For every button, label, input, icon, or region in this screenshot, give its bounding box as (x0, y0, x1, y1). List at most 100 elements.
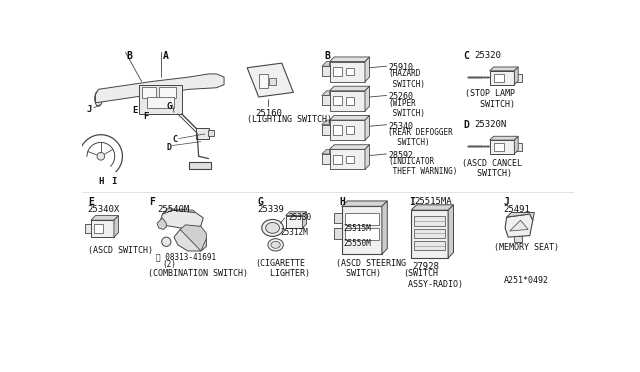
Text: 25910: 25910 (388, 63, 413, 72)
Text: (2): (2) (163, 260, 177, 269)
Bar (322, 66, 330, 76)
Bar (269, 78, 276, 86)
Polygon shape (95, 74, 224, 102)
Bar (330, 150, 365, 169)
Polygon shape (114, 216, 118, 237)
Text: (REAR DEFOGGER
  SWITCH): (REAR DEFOGGER SWITCH) (388, 128, 453, 147)
Text: (SWITCH
 ASSY-RADIO): (SWITCH ASSY-RADIO) (403, 269, 463, 289)
Text: (INDICATOR
 THEFT WARNING): (INDICATOR THEFT WARNING) (388, 157, 458, 176)
Bar (414, 241, 445, 250)
Bar (84, 224, 91, 233)
Text: 25491: 25491 (504, 205, 531, 214)
Bar (515, 74, 522, 81)
Polygon shape (322, 150, 330, 154)
Bar (333, 125, 342, 135)
Polygon shape (322, 120, 330, 125)
Bar (285, 216, 303, 228)
Polygon shape (411, 205, 454, 210)
Text: C: C (463, 51, 469, 61)
Text: (WIPER
 SWITCH): (WIPER SWITCH) (388, 99, 425, 118)
Polygon shape (365, 115, 369, 140)
Bar (411, 210, 448, 258)
Text: D: D (166, 143, 172, 152)
Bar (346, 97, 354, 105)
Polygon shape (322, 91, 330, 96)
Polygon shape (509, 220, 528, 231)
Bar (346, 68, 354, 76)
Polygon shape (330, 57, 369, 62)
Bar (490, 140, 515, 154)
Bar (334, 212, 342, 223)
Polygon shape (365, 145, 369, 169)
Ellipse shape (268, 239, 284, 251)
Circle shape (263, 73, 282, 91)
Polygon shape (515, 136, 518, 154)
Text: J: J (504, 197, 509, 207)
Bar (515, 143, 522, 151)
Bar (91, 220, 114, 237)
Bar (159, 87, 175, 98)
Text: B: B (324, 51, 330, 61)
Bar (346, 155, 354, 163)
Circle shape (97, 153, 105, 160)
Bar (342, 206, 382, 254)
Bar (333, 96, 342, 106)
Text: F: F (149, 197, 156, 207)
Bar (322, 125, 330, 135)
Bar (494, 74, 504, 81)
Bar (345, 228, 379, 240)
Text: A: A (163, 51, 168, 61)
Polygon shape (322, 62, 330, 66)
Bar (259, 74, 268, 88)
Text: (CIGARETTE
   LIGHTER): (CIGARETTE LIGHTER) (255, 259, 310, 278)
Polygon shape (490, 67, 518, 71)
Bar (330, 91, 365, 111)
Polygon shape (330, 145, 369, 150)
Text: 25550M: 25550M (344, 240, 371, 248)
Bar (140, 85, 182, 114)
Bar (414, 229, 445, 238)
Ellipse shape (271, 241, 280, 248)
Polygon shape (163, 209, 196, 214)
Polygon shape (157, 218, 166, 230)
Bar (196, 128, 209, 139)
Text: 25340: 25340 (388, 122, 413, 131)
Polygon shape (342, 201, 387, 206)
Polygon shape (515, 67, 518, 85)
Bar (322, 154, 330, 164)
Polygon shape (330, 86, 369, 91)
Bar (147, 97, 174, 108)
Text: 25312M: 25312M (280, 228, 308, 237)
Text: 27928: 27928 (413, 262, 440, 271)
Polygon shape (91, 216, 118, 220)
Polygon shape (174, 230, 206, 251)
Polygon shape (160, 210, 204, 230)
Text: (STOP LAMP
   SWITCH): (STOP LAMP SWITCH) (465, 89, 515, 109)
Text: 25339: 25339 (257, 205, 284, 214)
Text: (HAZARD
 SWITCH): (HAZARD SWITCH) (388, 69, 425, 89)
Text: J: J (87, 105, 92, 114)
Text: H: H (99, 177, 104, 186)
Circle shape (162, 237, 171, 246)
Text: (ASCD STEERING
  SWITCH): (ASCD STEERING SWITCH) (336, 259, 406, 278)
Polygon shape (285, 212, 307, 216)
Bar (94, 224, 103, 233)
Text: D: D (463, 120, 469, 130)
Text: G: G (257, 197, 263, 207)
Bar (322, 96, 330, 106)
Text: 25330: 25330 (288, 212, 311, 221)
Text: (ASCD SWITCH): (ASCD SWITCH) (88, 246, 153, 256)
Polygon shape (365, 57, 369, 81)
Bar (141, 87, 156, 98)
Text: F: F (143, 112, 148, 121)
Text: G: G (166, 102, 172, 111)
Polygon shape (490, 136, 518, 140)
Bar (208, 130, 214, 136)
Text: B: B (126, 51, 132, 61)
Bar (346, 126, 354, 134)
Bar (414, 217, 445, 225)
Text: 25515M: 25515M (344, 224, 371, 233)
Text: (MEMORY SEAT): (MEMORY SEAT) (494, 243, 559, 252)
Polygon shape (303, 212, 307, 228)
Bar (490, 71, 515, 85)
